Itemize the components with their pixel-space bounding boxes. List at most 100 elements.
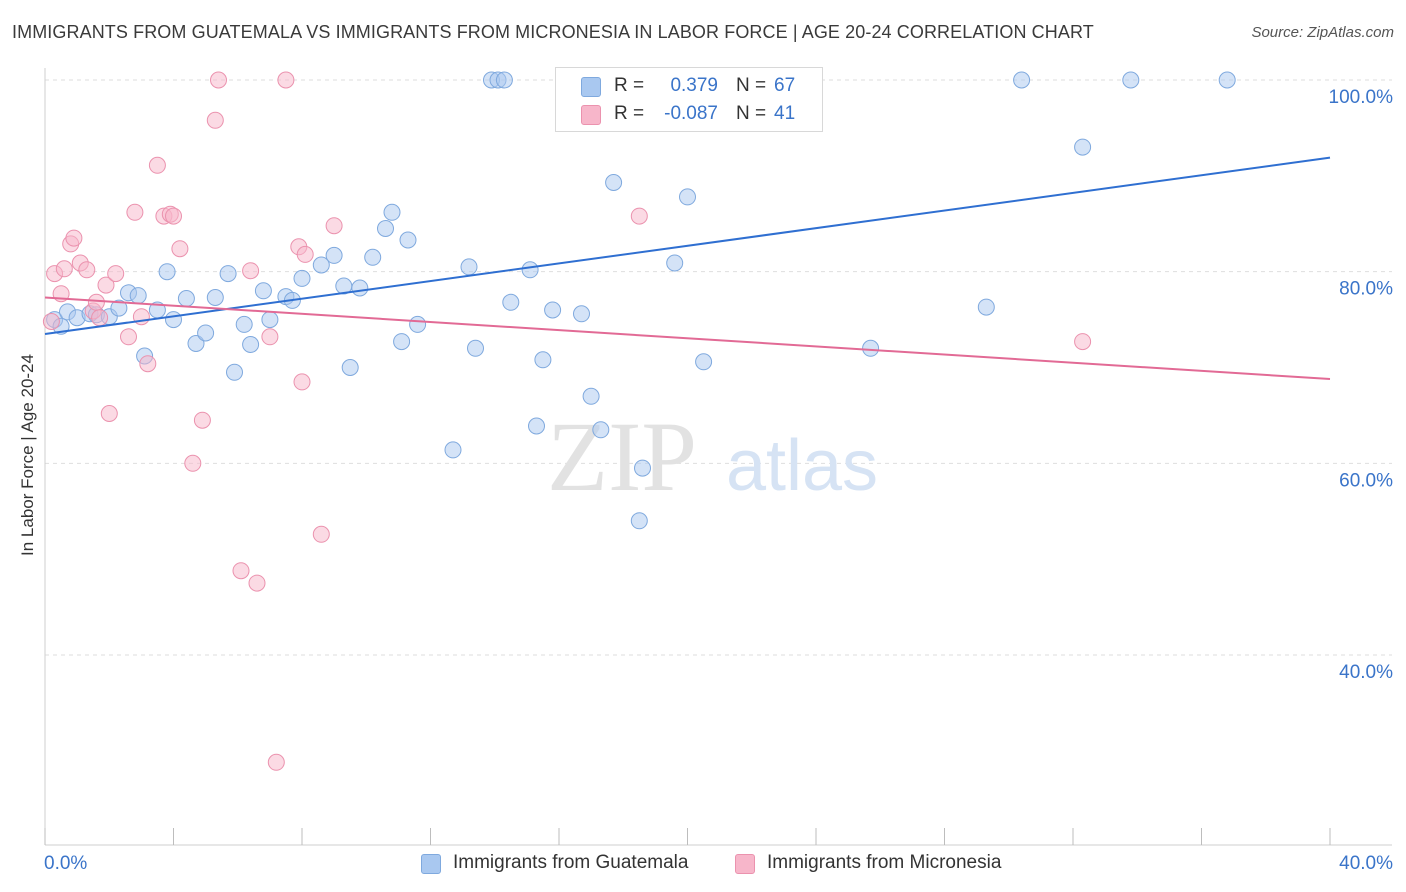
micronesia-point	[193, 411, 211, 429]
guatemala-point	[460, 258, 478, 276]
micronesia-point	[91, 309, 109, 327]
legend-row-micronesia: R = -0.087 N = 41	[556, 102, 822, 128]
micronesia-point	[55, 260, 73, 278]
data-points	[42, 71, 1236, 771]
chart-title: IMMIGRANTS FROM GUATEMALA VS IMMIGRANTS …	[12, 22, 1094, 42]
y-axis-label: In Labor Force | Age 20-24	[18, 354, 37, 556]
guatemala-point	[197, 324, 215, 342]
trend-lines	[44, 156, 1331, 380]
guatemala-trend-line	[44, 156, 1331, 335]
legend-label: Immigrants from Guatemala	[453, 852, 689, 873]
guatemala-point	[129, 287, 147, 305]
guatemala-point	[679, 188, 696, 206]
guatemala-point	[573, 305, 590, 323]
guatemala-point	[592, 421, 610, 439]
micronesia-point	[630, 207, 648, 225]
guatemala-point	[1218, 71, 1236, 89]
guatemala-point	[605, 174, 623, 191]
micronesia-point	[120, 328, 137, 346]
guatemala-point	[377, 220, 394, 237]
legend-row-guatemala: R = 0.379 N = 67	[556, 74, 822, 100]
r-label: R =	[614, 103, 645, 124]
guatemala-point	[544, 301, 562, 319]
n-label: N =	[736, 103, 767, 124]
guatemala-point	[242, 336, 260, 353]
guatemala-point	[293, 269, 311, 287]
guatemala-point	[630, 512, 648, 530]
guatemala-point	[521, 261, 539, 279]
y-tick-labels: 100.0% 80.0% 60.0% 40.0%	[1329, 87, 1394, 683]
micronesia-point	[1074, 333, 1092, 351]
micronesia-swatch	[735, 854, 755, 874]
watermark: ZIP atlas	[547, 401, 878, 512]
guatemala-point	[862, 339, 880, 357]
guatemala-point	[351, 279, 369, 297]
y-tick-label: 40.0%	[1339, 662, 1393, 683]
guatemala-point	[206, 289, 224, 306]
x-tick-label: 40.0%	[1339, 853, 1393, 874]
micronesia-trend-line	[44, 296, 1331, 380]
micronesia-point	[139, 355, 157, 373]
guatemala-swatch	[421, 854, 441, 874]
micronesia-point	[232, 562, 250, 580]
guatemala-point	[110, 299, 128, 317]
guatemala-point	[495, 71, 513, 89]
guatemala-swatch	[581, 77, 601, 97]
guatemala-point	[187, 335, 205, 352]
micronesia-point	[126, 203, 144, 221]
micronesia-point	[78, 261, 96, 279]
micronesia-point	[325, 217, 343, 235]
guatemala-point	[254, 282, 272, 300]
micronesia-point	[267, 753, 285, 771]
micronesia-point	[171, 240, 189, 258]
micronesia-point	[248, 574, 266, 592]
micronesia-point	[210, 71, 227, 89]
guatemala-point	[235, 315, 253, 333]
micronesia-point	[312, 525, 330, 543]
guatemala-point	[409, 315, 427, 333]
guatemala-point	[666, 254, 684, 272]
guatemala-point	[582, 387, 600, 405]
axes	[44, 68, 1392, 846]
micronesia-point	[97, 276, 115, 294]
micronesia-point	[296, 245, 314, 263]
x-tick-label: 0.0%	[44, 853, 87, 874]
y-tick-label: 80.0%	[1339, 279, 1393, 300]
guatemala-point	[399, 231, 417, 249]
n-label: N =	[736, 75, 767, 96]
micronesia-point	[277, 71, 295, 89]
n-value: 67	[774, 75, 796, 96]
micronesia-point	[107, 265, 125, 283]
guatemala-point	[177, 290, 195, 307]
guatemala-point	[219, 265, 237, 283]
guatemala-point	[502, 293, 520, 311]
guatemala-point	[165, 311, 182, 329]
guatemala-point	[393, 333, 411, 351]
guatemala-point	[534, 351, 552, 369]
micronesia-swatch	[581, 105, 601, 125]
y-tick-label: 60.0%	[1339, 470, 1393, 491]
guatemala-point	[1074, 138, 1092, 156]
micronesia-point	[184, 454, 202, 472]
guatemala-point	[261, 311, 279, 329]
guatemala-point	[528, 417, 545, 435]
y-tick-label: 100.0%	[1329, 87, 1394, 108]
r-value: -0.087	[664, 103, 718, 124]
series-legend: Immigrants from Guatemala Immigrants fro…	[0, 852, 1406, 878]
guatemala-point	[1122, 71, 1140, 89]
micronesia-point	[293, 373, 311, 391]
watermark-atlas: atlas	[726, 426, 878, 506]
guatemala-point	[695, 353, 713, 371]
r-label: R =	[614, 75, 645, 96]
guatemala-point	[444, 441, 462, 459]
watermark-zip: ZIP	[547, 401, 697, 512]
guatemala-point	[158, 263, 176, 281]
guatemala-point	[312, 256, 330, 274]
micronesia-point	[261, 328, 279, 346]
guatemala-point	[977, 298, 995, 316]
micronesia-point	[42, 313, 60, 330]
guatemala-point	[467, 339, 484, 357]
guatemala-point	[341, 359, 359, 376]
guatemala-point	[1013, 71, 1031, 89]
